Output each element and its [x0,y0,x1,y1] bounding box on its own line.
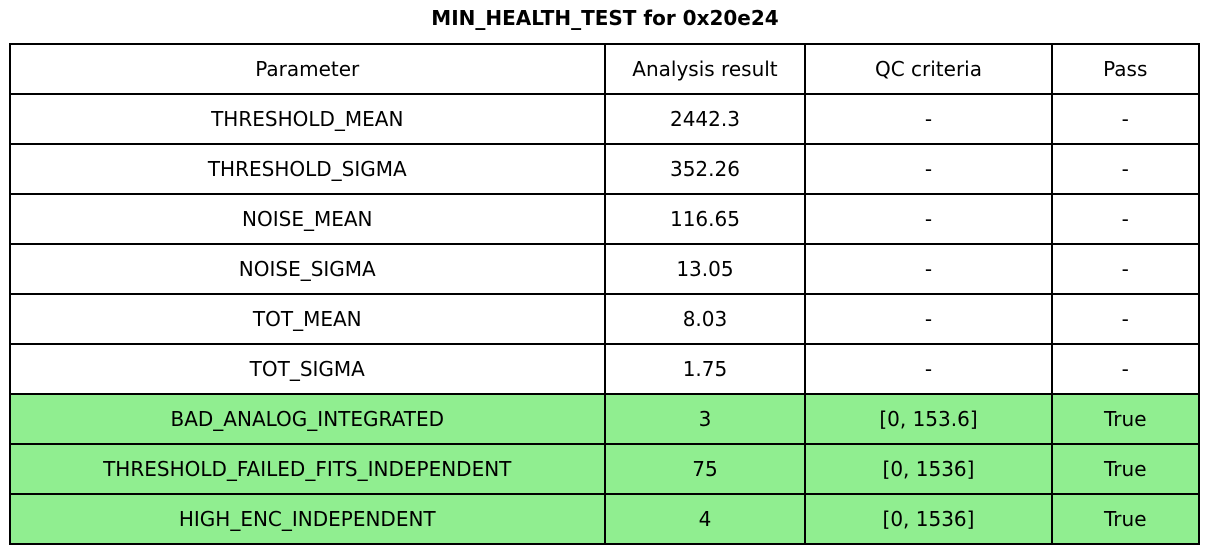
cell-qc-criteria: [0, 153.6] [804,393,1053,445]
cell-pass: True [1050,443,1201,495]
cell-analysis-result: 4 [603,493,807,545]
cell-analysis-result: 75 [603,443,807,495]
cell-analysis-result: 13.05 [603,243,807,295]
table-row-noise-mean: NOISE_MEAN 116.65 - - [9,193,1201,245]
cell-analysis-result: 352.26 [603,143,807,195]
cell-pass: - [1050,93,1201,145]
header-row: Parameter Analysis result QC criteria Pa… [9,43,1201,95]
table-body: THRESHOLD_MEAN 2442.3 - - THRESHOLD_SIGM… [9,93,1201,545]
table-row-high-enc-independent: HIGH_ENC_INDEPENDENT 4 [0, 1536] True [9,493,1201,545]
min-health-test-table: Parameter Analysis result QC criteria Pa… [9,43,1201,545]
table-row-tot-sigma: TOT_SIGMA 1.75 - - [9,343,1201,395]
cell-analysis-result: 2442.3 [603,93,807,145]
cell-analysis-result: 116.65 [603,193,807,245]
cell-parameter: TOT_MEAN [9,293,606,345]
cell-parameter: TOT_SIGMA [9,343,606,395]
chart-title: MIN_HEALTH_TEST for 0x20e24 [431,6,779,30]
cell-pass: - [1050,243,1201,295]
cell-analysis-result: 3 [603,393,807,445]
column-header-analysis-result: Analysis result [603,43,807,95]
cell-parameter: THRESHOLD_MEAN [9,93,606,145]
cell-pass: True [1050,493,1201,545]
cell-parameter: HIGH_ENC_INDEPENDENT [9,493,606,545]
table-row-threshold-mean: THRESHOLD_MEAN 2442.3 - - [9,93,1201,145]
cell-analysis-result: 8.03 [603,293,807,345]
cell-pass: - [1050,193,1201,245]
cell-qc-criteria: - [804,343,1053,395]
column-header-parameter: Parameter [9,43,606,95]
cell-parameter: THRESHOLD_SIGMA [9,143,606,195]
table-row-noise-sigma: NOISE_SIGMA 13.05 - - [9,243,1201,295]
cell-pass: - [1050,343,1201,395]
table-row-tot-mean: TOT_MEAN 8.03 - - [9,293,1201,345]
cell-parameter: BAD_ANALOG_INTEGRATED [9,393,606,445]
cell-qc-criteria: [0, 1536] [804,443,1053,495]
cell-qc-criteria: - [804,193,1053,245]
table-row-threshold-failed-fits-independent: THRESHOLD_FAILED_FITS_INDEPENDENT 75 [0,… [9,443,1201,495]
cell-parameter: THRESHOLD_FAILED_FITS_INDEPENDENT [9,443,606,495]
cell-analysis-result: 1.75 [603,343,807,395]
cell-qc-criteria: - [804,93,1053,145]
table-row-bad-analog-integrated: BAD_ANALOG_INTEGRATED 3 [0, 153.6] True [9,393,1201,445]
cell-qc-criteria: - [804,143,1053,195]
cell-qc-criteria: [0, 1536] [804,493,1053,545]
cell-parameter: NOISE_SIGMA [9,243,606,295]
column-header-pass: Pass [1050,43,1201,95]
cell-qc-criteria: - [804,243,1053,295]
cell-pass: True [1050,393,1201,445]
cell-pass: - [1050,293,1201,345]
table-row-threshold-sigma: THRESHOLD_SIGMA 352.26 - - [9,143,1201,195]
cell-parameter: NOISE_MEAN [9,193,606,245]
column-header-qc-criteria: QC criteria [804,43,1053,95]
cell-pass: - [1050,143,1201,195]
cell-qc-criteria: - [804,293,1053,345]
